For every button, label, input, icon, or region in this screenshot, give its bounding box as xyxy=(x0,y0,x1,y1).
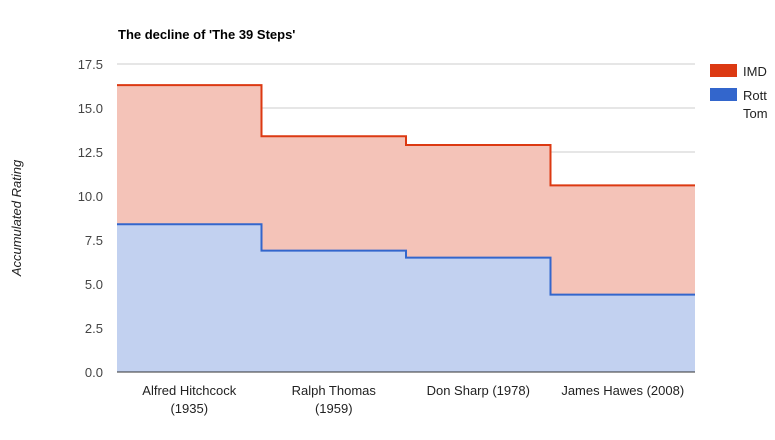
legend: IMD Rott Tom xyxy=(710,64,768,121)
y-tick-label: 15.0 xyxy=(78,101,103,116)
y-tick-label: 12.5 xyxy=(78,145,103,160)
legend-label-line: Rott xyxy=(743,88,767,103)
x-tick-line: Alfred Hitchcock xyxy=(142,383,236,398)
x-tick-line: Don Sharp (1978) xyxy=(427,383,530,398)
legend-label-line: IMD xyxy=(743,64,767,79)
y-tick-label: 7.5 xyxy=(85,233,103,248)
y-tick-label: 5.0 xyxy=(85,277,103,292)
chart-title: The decline of 'The 39 Steps' xyxy=(118,27,295,42)
chart-lines xyxy=(117,84,695,296)
x-tick-label: Don Sharp (1978) xyxy=(427,383,530,398)
y-tick-label: 2.5 xyxy=(85,321,103,336)
x-axis-ticks: Alfred Hitchcock (1935) Ralph Thomas (1959)… xyxy=(142,383,684,416)
y-axis-ticks: 0.0 2.5 5.0 7.5 10.0 12.5 15.0 17.5 xyxy=(78,57,103,380)
legend-swatch xyxy=(710,88,737,101)
legend-swatch xyxy=(710,64,737,77)
x-tick-label: James Hawes (2008) xyxy=(561,383,684,398)
line-series-1 xyxy=(117,84,695,187)
y-tick-label: 0.0 xyxy=(85,365,103,380)
legend-label-line: Tom xyxy=(743,106,768,121)
y-tick-label: 17.5 xyxy=(78,57,103,72)
x-tick-line: (1959) xyxy=(315,401,353,416)
x-tick-line: James Hawes (2008) xyxy=(561,383,684,398)
legend-item: Rott Tom xyxy=(710,88,768,121)
legend-label: Rott Tom xyxy=(743,88,768,121)
x-tick-label: Alfred Hitchcock (1935) xyxy=(142,383,236,416)
y-tick-label: 10.0 xyxy=(78,189,103,204)
x-tick-label: Ralph Thomas (1959) xyxy=(292,383,377,416)
legend-label: IMD xyxy=(743,64,767,79)
legend-item: IMD xyxy=(710,64,767,79)
y-axis-label: Accumulated Rating xyxy=(9,159,24,277)
chart-areas xyxy=(117,85,695,372)
x-tick-line: (1935) xyxy=(170,401,208,416)
x-tick-line: Ralph Thomas xyxy=(292,383,377,398)
line-series-0 xyxy=(117,223,695,296)
